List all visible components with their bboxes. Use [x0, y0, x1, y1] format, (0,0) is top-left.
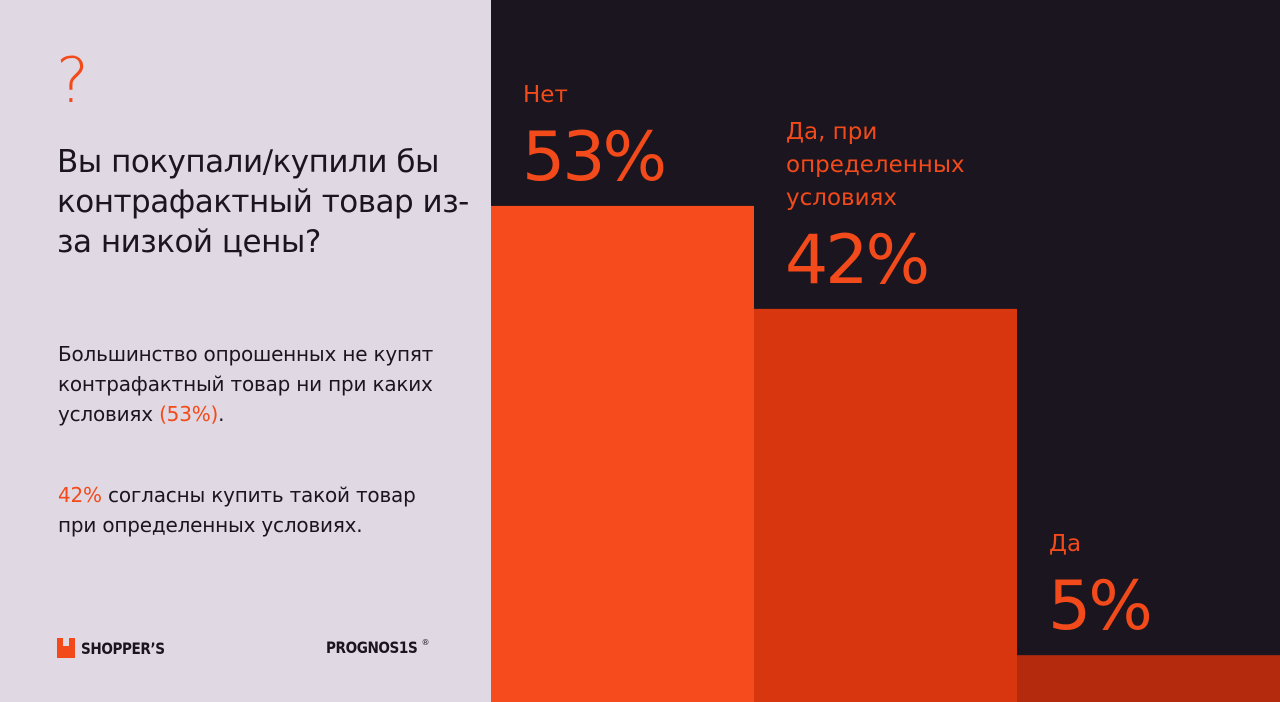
category-label-conditional: условиях: [786, 185, 897, 211]
question-mark-icon: ?: [56, 44, 89, 117]
prognosis-logo: PROGNOS1S ®: [326, 638, 429, 660]
summary-paragraph-2: 42% согласны купить такой товар при опре…: [58, 480, 438, 540]
value-label-yes: 5%: [1048, 567, 1150, 646]
category-label-conditional: Да, при: [786, 119, 877, 145]
bar-yes: [1017, 655, 1280, 702]
summary-highlight-1: (53%): [159, 402, 219, 426]
value-label-conditional: 42%: [785, 221, 927, 300]
summary-text-1: Большинство опрошенных не купят контрафа…: [58, 342, 434, 426]
category-label-conditional: определенных: [786, 152, 965, 178]
headline: Вы покупали/купили бы контрафактный това…: [57, 144, 469, 260]
left-panel: ? Вы покупали/купили бы контрафактный то…: [0, 0, 491, 702]
shoppers-logo-icon: [57, 638, 75, 658]
bar-no: [491, 205, 754, 702]
chart-panel: 53% Нет 42% Да, при определенных условиях 5% Да: [491, 0, 1280, 702]
bar-chart: 53% Нет 42% Да, при определенных условиях 5% Да: [491, 82, 1280, 702]
summary-text-2: согласны купить такой товар при определе…: [58, 483, 416, 537]
summary-highlight-2: 42%: [58, 483, 102, 507]
shoppers-logo: SHOPPER’S: [57, 636, 179, 660]
shoppers-logo-text: SHOPPER’S: [81, 638, 165, 658]
category-label-yes: Да: [1049, 531, 1081, 557]
prognosis-logo-text: PROGNOS1S: [326, 638, 418, 657]
bar-conditional: [754, 308, 1017, 702]
summary-tail-1: .: [218, 402, 225, 426]
registered-mark: ®: [421, 638, 430, 647]
category-label-no: Нет: [523, 82, 568, 108]
summary-paragraph-1: Большинство опрошенных не купят контрафа…: [58, 339, 438, 429]
value-label-no: 53%: [522, 118, 664, 197]
